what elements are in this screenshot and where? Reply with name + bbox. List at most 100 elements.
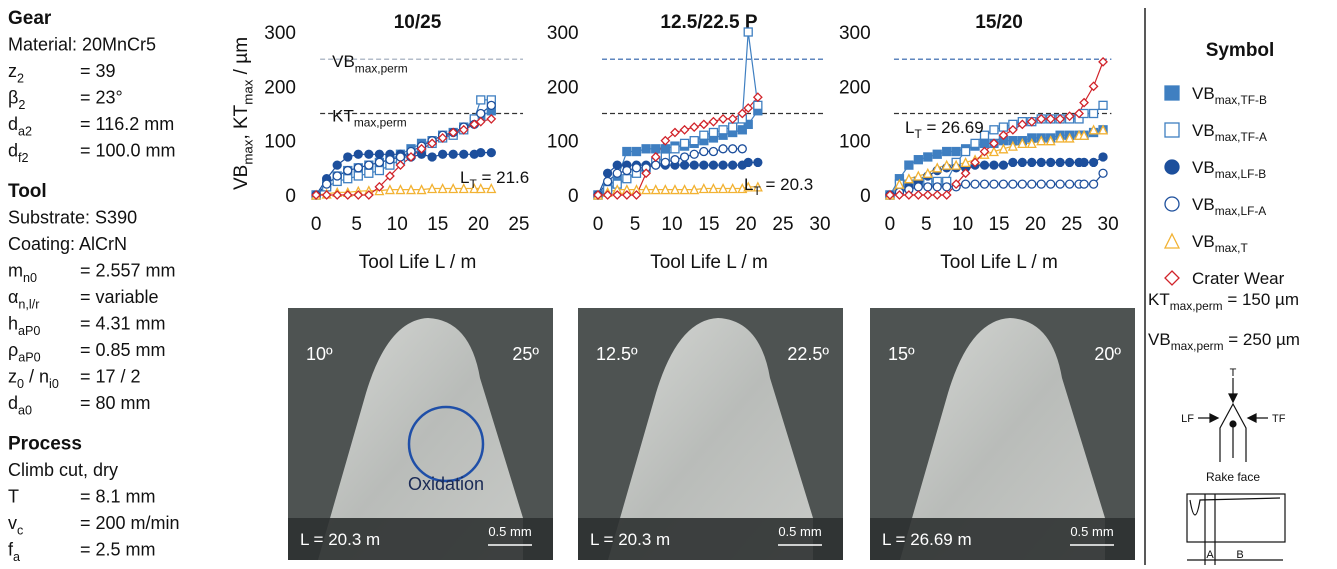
legend-label: VBmax,LF-A [1192, 195, 1266, 218]
text-part: VB [1192, 121, 1215, 140]
text-part: max,TF-B [1215, 93, 1267, 107]
marker [729, 145, 737, 153]
diagram-label: A [1206, 549, 1214, 561]
marker [709, 129, 717, 137]
marker [632, 148, 640, 156]
y-tick-label: 200 [839, 77, 871, 98]
y-tick-label: 300 [264, 23, 296, 44]
marker [1066, 180, 1074, 188]
marker [690, 161, 698, 169]
marker [333, 161, 341, 169]
scale-label: 0.5 mm [1070, 524, 1113, 539]
marker [681, 153, 689, 161]
marker [1056, 180, 1064, 188]
x-tick-label: 5 [630, 214, 641, 235]
page: { "specs": [ {"title": "Gear", "lines": … [0, 0, 1337, 569]
marker [1080, 158, 1088, 166]
text-part: a [13, 550, 20, 564]
limit-label: VBmax,perm = 250 µm [1148, 330, 1300, 353]
marker [632, 164, 640, 172]
param-value: = 8.1 mm [80, 487, 156, 507]
marker [652, 161, 660, 169]
marker [323, 180, 331, 188]
marker [1028, 180, 1036, 188]
marker [365, 150, 373, 158]
marker [709, 118, 717, 126]
section-title: Tool [8, 181, 47, 202]
x-tick-label: 20 [1025, 214, 1046, 235]
marker [744, 158, 752, 166]
marker [652, 145, 660, 153]
marker [460, 150, 468, 158]
marker [604, 169, 612, 177]
x-tick-label: 0 [885, 214, 896, 235]
marker [1009, 158, 1017, 166]
photo-note: Oxidation [408, 474, 484, 494]
x-tick-label: 5 [351, 214, 362, 235]
x-tick-label: 30 [809, 214, 830, 235]
marker [681, 126, 689, 134]
x-tick-label: 30 [1098, 214, 1119, 235]
text-part: max [241, 139, 256, 164]
scale-label: 0.5 mm [778, 524, 821, 539]
marker [375, 167, 383, 175]
marker [671, 145, 679, 153]
diagram-label: LF [1181, 413, 1194, 425]
marker [1018, 158, 1026, 166]
text-part: h [8, 314, 18, 334]
x-tick-label: 0 [593, 214, 604, 235]
param-value: = 39 [80, 61, 116, 81]
text-part: max,perm [355, 61, 408, 75]
marker [477, 110, 485, 118]
text-part: L [905, 118, 914, 137]
diagram-label: TF [1272, 413, 1286, 425]
reference-label: VBmax,perm [332, 52, 408, 75]
figure: T LF TF Rake face A B GearMaterial: 20Mn… [0, 0, 1337, 569]
legend-label: Crater Wear [1192, 269, 1285, 288]
param-symbol: ρaP0 [8, 340, 41, 364]
marker [729, 115, 737, 123]
param-symbol: β2 [8, 88, 25, 112]
photo-caption: L = 26.69 m [882, 530, 972, 549]
marker [719, 126, 727, 134]
marker [604, 177, 612, 185]
text-part: d [8, 393, 18, 413]
marker [738, 145, 746, 153]
marker [1009, 180, 1017, 188]
param-symbol: αn,l/r [8, 287, 39, 311]
text-part: max,LF-B [1215, 167, 1267, 181]
marker [1090, 158, 1098, 166]
text-part: n0 [23, 271, 37, 285]
marker [354, 150, 362, 158]
marker [613, 161, 621, 169]
marker [729, 161, 737, 169]
marker [933, 150, 941, 158]
text-part: VB [1192, 158, 1215, 177]
chart-title: 12.5/22.5 P [660, 12, 758, 33]
marker [999, 161, 1007, 169]
marker [999, 123, 1007, 131]
spec-line: Material: 20MnCr5 [8, 35, 156, 55]
marker [943, 148, 951, 156]
marker [396, 153, 404, 161]
text-part: / n [24, 367, 49, 387]
section-title: Process [8, 434, 82, 455]
param-symbol: fa [8, 540, 20, 564]
limit-label: KTmax,perm = 150 µm [1148, 290, 1299, 313]
angle-label: 12.5º [596, 344, 638, 364]
text-part: a0 [18, 403, 32, 417]
param-value: = 4.31 mm [80, 314, 166, 334]
x-tick-label: 15 [698, 214, 719, 235]
spec-line: Substrate: S390 [8, 208, 137, 228]
text-part: z [8, 61, 17, 81]
param-symbol: da2 [8, 114, 32, 138]
marker [719, 115, 727, 123]
x-tick-label: 25 [508, 214, 529, 235]
marker [914, 191, 922, 199]
marker [700, 120, 708, 128]
diagram-label: B [1236, 549, 1243, 561]
marker [962, 158, 970, 166]
scale-label: 0.5 mm [488, 524, 531, 539]
angle-label: 20º [1094, 344, 1121, 364]
text-part: VB [1148, 330, 1171, 349]
